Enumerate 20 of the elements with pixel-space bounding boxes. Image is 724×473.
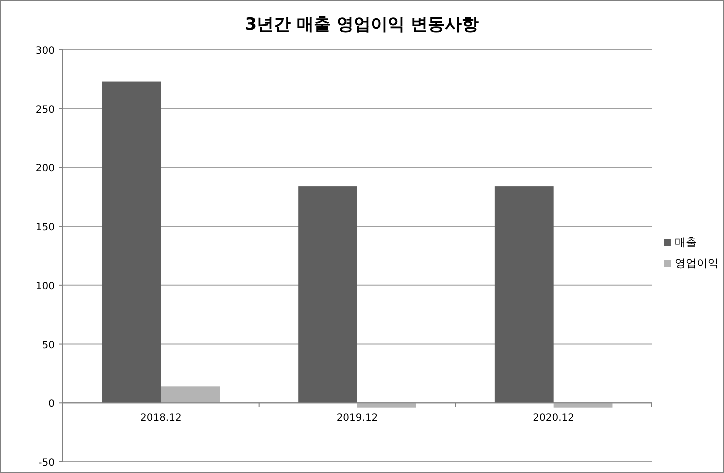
y-tick-label: 50 xyxy=(42,340,55,352)
legend-label: 영업이익 xyxy=(675,257,719,270)
y-tick-label: 200 xyxy=(36,164,55,175)
bar xyxy=(102,82,162,404)
bar xyxy=(298,186,358,404)
y-tick-label: 250 xyxy=(36,104,55,116)
bar xyxy=(494,186,554,404)
y-tick-label: 300 xyxy=(36,46,55,57)
y-tick-label: 150 xyxy=(36,222,55,234)
x-tick-label: 2019.12 xyxy=(336,413,378,424)
y-tick-label: 100 xyxy=(36,281,55,292)
bar xyxy=(161,386,220,404)
legend-label: 매출 xyxy=(675,236,697,249)
bar xyxy=(358,403,416,408)
y-tick-label: 0 xyxy=(48,399,55,410)
chart-title: 3년간 매출 영업이익 변동사항 xyxy=(245,15,479,35)
y-tick-label: -50 xyxy=(38,458,55,469)
x-tick-label: 2020.12 xyxy=(533,413,575,424)
bar xyxy=(554,403,613,408)
x-tick-label: 2018.12 xyxy=(140,413,182,424)
